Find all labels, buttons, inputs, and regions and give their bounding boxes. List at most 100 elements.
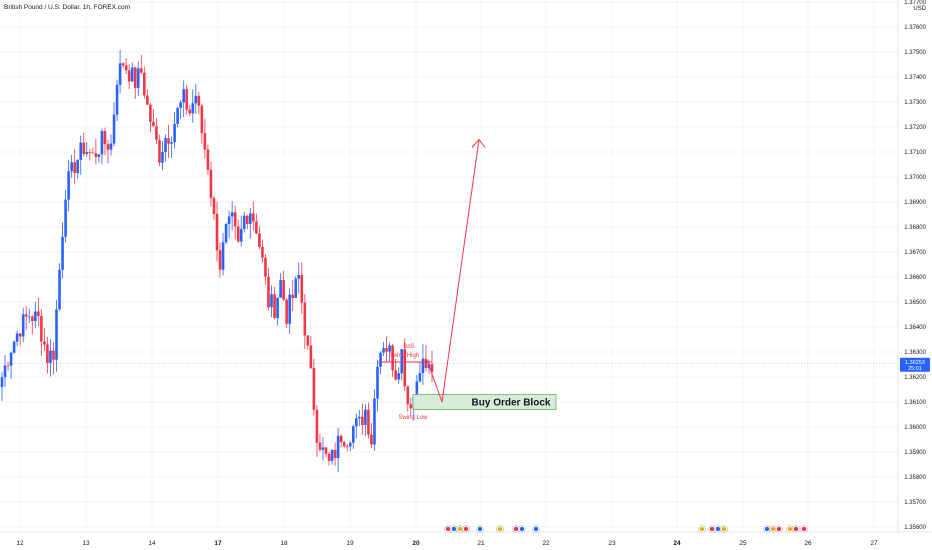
candle-body (67, 171, 70, 200)
buy-order-block-zone[interactable] (412, 394, 557, 410)
candle-body (91, 152, 95, 154)
candle-body (12, 341, 16, 353)
candle-body (330, 449, 334, 461)
candle-body (370, 434, 373, 445)
candle-body (130, 67, 134, 82)
candle-body (418, 373, 422, 382)
buy-order-block-label: Buy Order Block (472, 398, 551, 409)
candle-body (206, 149, 210, 170)
price-axis[interactable]: 1.37700 1.37600 1.37500 1.37400 1.37300 1.372… (897, 0, 927, 532)
event-flag-dot (463, 526, 469, 532)
candle-body (373, 398, 376, 445)
candle-body (345, 446, 349, 447)
candle-body (351, 426, 355, 443)
candle-body (167, 138, 170, 144)
candle-body (394, 370, 397, 380)
time-tick-label: 18 (280, 540, 288, 547)
event-flag-dot (715, 526, 721, 532)
price-tick-label: 1.35600 (904, 525, 926, 531)
candle-body (333, 449, 337, 459)
candle-body (21, 314, 25, 337)
candle-body (152, 121, 155, 127)
candle-body (200, 105, 204, 134)
candle-body (267, 276, 270, 308)
event-flag-dot (445, 526, 451, 532)
candle-body (327, 453, 331, 461)
price-tick-label: 1.37400 (904, 75, 926, 81)
price-tick-label: 1.36100 (904, 400, 926, 406)
swing-high-label: Swing High (389, 353, 419, 359)
candle-body (52, 350, 55, 360)
candle-body (127, 70, 131, 82)
candle-body (321, 447, 325, 450)
candle-body (158, 139, 161, 163)
candle-body (339, 435, 343, 442)
price-tick-label: 1.37600 (904, 25, 926, 31)
swing-low-label: Swing Low (398, 415, 428, 421)
price-tick-label: 1.36500 (904, 300, 926, 306)
event-flag-dot (709, 526, 715, 532)
candle-body (9, 352, 13, 366)
candle-body (239, 228, 243, 242)
projection-path[interactable] (426, 139, 480, 403)
candle-body (276, 297, 279, 319)
time-axis[interactable]: 12 13 14 17 18 19 20 21 22 23 24 25 26 27 (0, 531, 932, 547)
price-tick-label: 1.36400 (904, 325, 926, 331)
candle-body (46, 344, 49, 363)
candle-body (282, 280, 285, 300)
event-flag-dot (764, 526, 770, 532)
economic-events[interactable] (444, 525, 808, 533)
candle-body (279, 280, 282, 298)
candle-body (182, 89, 185, 103)
event-flag-dot (451, 526, 457, 532)
candle-body (354, 418, 358, 427)
candle-body (15, 333, 19, 342)
price-tick-label: 1.37200 (904, 125, 926, 131)
candle-body (109, 143, 113, 150)
candle-body (34, 311, 37, 322)
candle-body (209, 169, 213, 198)
candle-body (403, 349, 407, 387)
time-tick-label: 14 (148, 540, 156, 547)
time-tick-label: 27 (870, 540, 878, 547)
candle-body (385, 348, 388, 352)
candle-body (179, 102, 182, 108)
candle-body (424, 358, 428, 369)
candle-body (24, 314, 28, 317)
candle-body (291, 294, 295, 298)
candle-body (188, 109, 192, 114)
event-flag-dot (793, 526, 799, 532)
candle-body (258, 233, 261, 247)
candle-body (361, 416, 364, 425)
candle-body (185, 89, 189, 110)
candle-body (233, 212, 237, 227)
event-flag-dot (776, 526, 782, 532)
candle-body (285, 299, 288, 324)
candle-body (121, 63, 125, 66)
candle-body (197, 95, 201, 106)
candle-body (227, 216, 231, 224)
event-flag-dot (477, 526, 483, 532)
candle-body (430, 364, 434, 372)
candle-body (382, 348, 385, 353)
price-tick-label: 1.35800 (904, 475, 926, 481)
candle-body (297, 275, 301, 279)
candle-body (336, 435, 340, 459)
candle-body (82, 142, 86, 154)
candle-body (318, 442, 322, 450)
price-tick-label: 1.36700 (904, 250, 926, 256)
price-tick-label: 1.37000 (904, 175, 926, 181)
candle-body (215, 214, 219, 251)
event-flag-dot (533, 526, 539, 532)
event-flag-dot (787, 526, 793, 532)
candle-body (55, 309, 58, 360)
candle-body (264, 257, 267, 277)
candle-body (94, 153, 98, 157)
candle-body (309, 345, 313, 369)
candle-body (421, 358, 425, 374)
event-flag-dot (721, 526, 727, 532)
candle-body (112, 114, 116, 144)
candle-body (376, 366, 379, 399)
candle-body (170, 142, 173, 144)
